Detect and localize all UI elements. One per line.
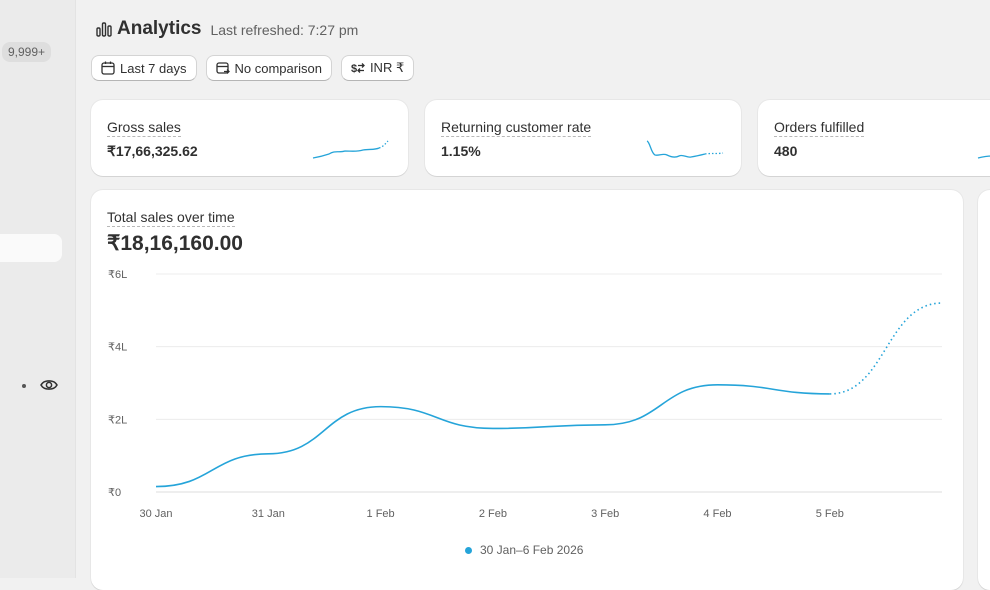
x-tick-label: 5 Feb xyxy=(816,508,844,520)
chart-legend[interactable]: 30 Jan–6 Feb 2026 xyxy=(465,543,583,557)
last-refreshed: Last refreshed: 7:27 pm xyxy=(210,22,359,38)
currency-exchange-icon: $ xyxy=(351,63,365,75)
chart-total: ₹18,16,160.00 xyxy=(107,232,243,255)
eye-icon[interactable] xyxy=(40,378,58,392)
total-sales-card: Total sales over time ₹18,16,160.00 ₹0 ₹2… xyxy=(91,190,963,590)
x-tick-label: 2 Feb xyxy=(479,508,507,520)
metric-label: Orders fulfilled xyxy=(774,119,865,137)
sparkline xyxy=(312,140,389,159)
calendar-compare-icon xyxy=(215,62,230,74)
metric-label: Returning customer rate xyxy=(441,119,592,137)
y-tick-label: ₹6L xyxy=(108,269,127,281)
x-tick-label: 3 Feb xyxy=(591,508,619,520)
calendar-icon xyxy=(101,61,115,75)
y-tick-label: ₹0 xyxy=(108,487,121,499)
metric-card-orders-fulfilled[interactable]: Orders fulfilled 480 xyxy=(758,100,990,176)
sidebar-selected-item[interactable] xyxy=(0,234,62,262)
date-range-label: Last 7 days xyxy=(120,60,187,76)
page-header: Analytics Last refreshed: 7:27 pm xyxy=(96,16,358,42)
x-tick-label: 1 Feb xyxy=(367,508,395,520)
side-card xyxy=(978,190,990,590)
page-title: Analytics xyxy=(117,18,202,39)
sparkline xyxy=(977,155,990,159)
y-tick-label: ₹4L xyxy=(108,342,127,354)
legend-label: 30 Jan–6 Feb 2026 xyxy=(480,543,584,557)
sales-line-chart: ₹0 ₹2L ₹4L ₹6L 30 Jan 31 Jan 1 Feb 2 Feb 3 Feb 4 … xyxy=(108,269,943,520)
series-line-incomplete xyxy=(829,302,943,395)
date-range-button[interactable]: Last 7 days xyxy=(91,55,197,81)
svg-text:$: $ xyxy=(351,63,357,75)
metric-value: 1.15% xyxy=(441,143,481,159)
count-badge: 9,999+ xyxy=(2,42,52,62)
metric-value: ₹17,66,325.62 xyxy=(107,143,198,159)
x-tick-label: 30 Jan xyxy=(139,508,172,520)
filter-bar: Last 7 days No comparison $ INR ₹ xyxy=(91,55,415,81)
metric-card-returning-customer-rate[interactable]: Returning customer rate 1.15% xyxy=(425,100,741,176)
y-tick-label: ₹2L xyxy=(108,414,127,426)
analytics-icon xyxy=(96,22,112,37)
chart-title: Total sales over time xyxy=(107,209,235,227)
sidebar-dot xyxy=(22,384,26,388)
metric-label: Gross sales xyxy=(107,119,181,137)
comparison-button[interactable]: No comparison xyxy=(205,55,332,81)
comparison-label: No comparison xyxy=(234,60,322,76)
x-tick-label: 4 Feb xyxy=(703,508,731,520)
legend-dot xyxy=(465,546,472,554)
x-tick-label: 31 Jan xyxy=(252,508,285,520)
currency-button[interactable]: $ INR ₹ xyxy=(340,55,415,81)
metric-card-gross-sales[interactable]: Gross sales ₹17,66,325.62 xyxy=(91,100,408,176)
sidebar: 9,999+ xyxy=(0,0,76,578)
series-line xyxy=(155,384,830,488)
metric-value: 480 xyxy=(774,143,798,159)
currency-label: INR ₹ xyxy=(369,60,405,75)
sparkline xyxy=(646,140,724,158)
